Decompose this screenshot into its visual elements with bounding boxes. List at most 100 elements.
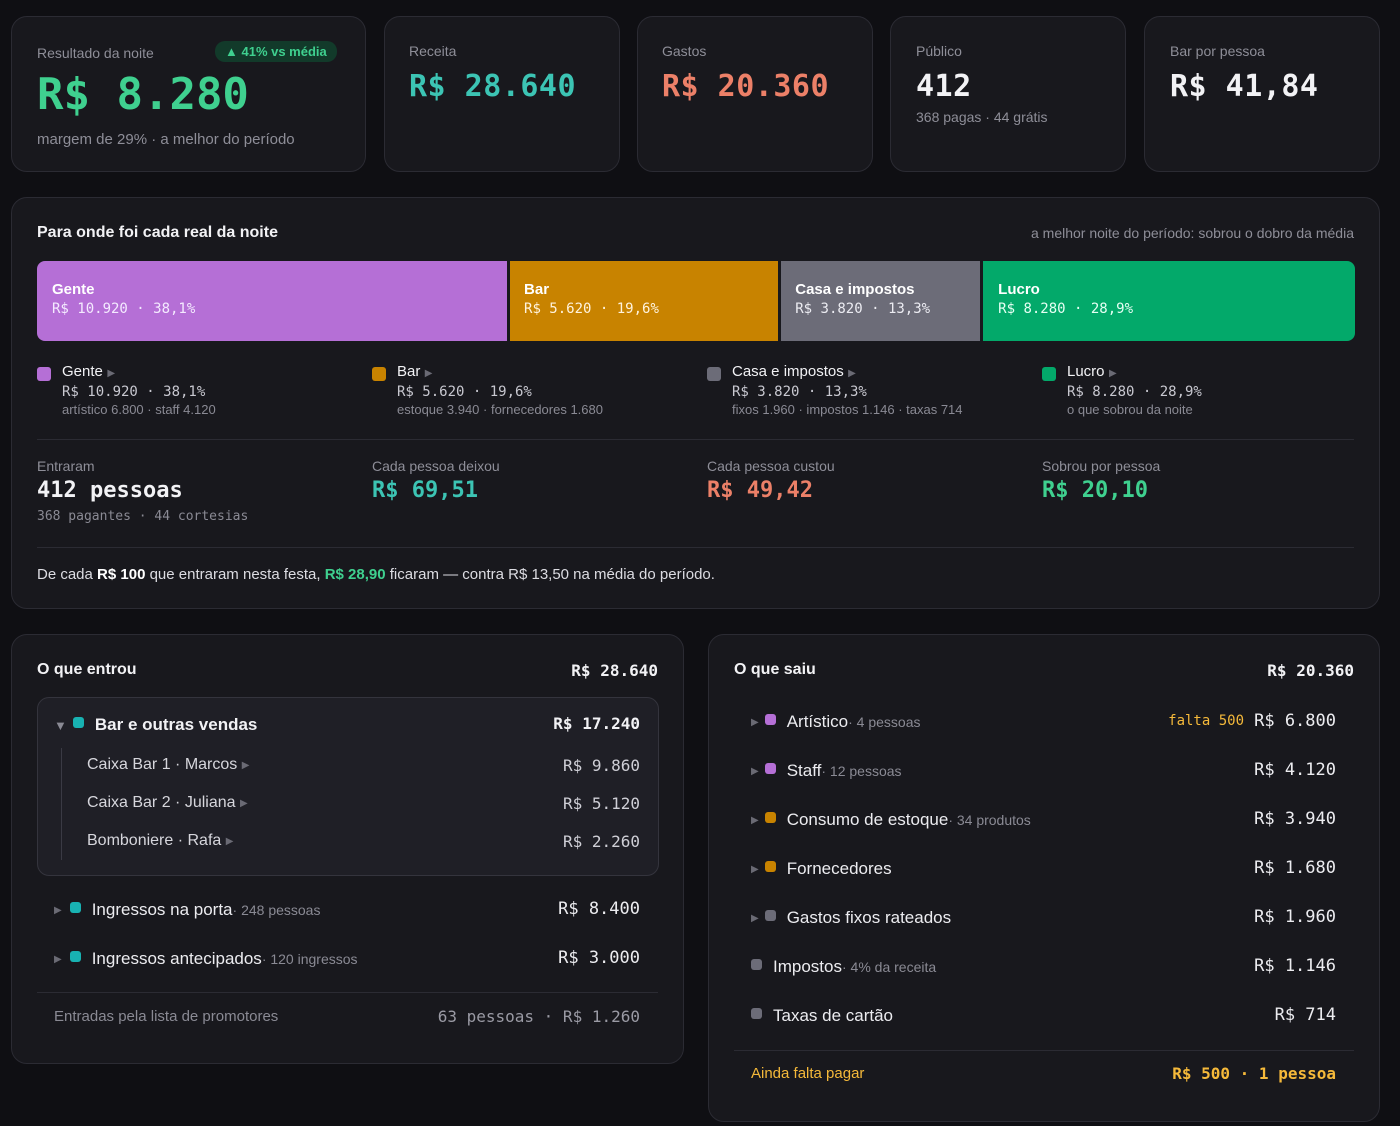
income-panel: O que entrou R$ 28.640 ▼ Bar e outras ve… (11, 634, 684, 1064)
expense-row[interactable]: ▶ Fornecedores (751, 859, 892, 879)
legend-value: R$ 5.620 · 19,6% (397, 384, 532, 400)
kpi-expenses-card: Gastos R$ 20.360 (637, 16, 873, 172)
bar-segment-casa[interactable]: Casa e impostos R$ 3.820 · 13,3% (781, 261, 981, 341)
divider (734, 1050, 1354, 1051)
subitem-value: R$ 2.260 (562, 832, 640, 851)
legend-item-gente[interactable]: Gente ▶ R$ 10.920 · 38,1% artístico 6.80… (37, 363, 357, 417)
play-arrow-icon: ▶ (241, 759, 250, 771)
kpi-bar-per-person-card: Bar por pessoa R$ 41,84 (1144, 16, 1380, 172)
expense-row: Impostos · 4% da receita (751, 957, 936, 977)
row-name: Staff (786, 761, 822, 780)
expense-row[interactable]: ▶ Artístico · 4 pessoas (751, 712, 920, 732)
legend-swatch (37, 367, 51, 381)
segment-name: Lucro (998, 281, 1040, 298)
row-value: R$ 3.000 (558, 948, 640, 968)
row-value: R$ 1.146 (1254, 956, 1336, 976)
expenses-panel: O que saiu R$ 20.360 ▶ Artístico · 4 pes… (708, 634, 1380, 1122)
row-name: Consumo de estoque (786, 810, 949, 829)
legend-item-lucro[interactable]: Lucro ▶ R$ 8.280 · 28,9% o que sobrou da… (1042, 363, 1362, 417)
row-value: R$ 6.800 (1254, 711, 1336, 731)
group-tree-line (61, 748, 62, 860)
row-swatch (751, 959, 762, 970)
breakdown-panel: Para onde foi cada real da noite a melho… (11, 197, 1380, 609)
chevron-right-icon: ▶ (751, 814, 759, 826)
legend-name: Casa e impostos (732, 363, 844, 380)
play-arrow-icon: ▶ (225, 835, 234, 847)
legend-swatch (372, 367, 386, 381)
expense-row[interactable]: ▶ Gastos fixos rateados (751, 908, 951, 928)
breakdown-title: Para onde foi cada real da noite (37, 224, 278, 241)
legend-item-casa[interactable]: Casa e impostos ▶ R$ 3.820 · 13,3% fixos… (707, 363, 1027, 417)
kpi-value: R$ 28.640 (409, 69, 577, 104)
row-meta: · 4% da receita (841, 959, 937, 975)
play-arrow-icon: ▶ (107, 368, 116, 379)
row-value: R$ 3.940 (1254, 809, 1336, 829)
kpi-badge: ▲ 41% vs média (215, 41, 337, 62)
stat-label: Entraram (37, 458, 95, 474)
promoter-list-label: Entradas pela lista de promotores (54, 1008, 279, 1025)
legend-item-bar[interactable]: Bar ▶ R$ 5.620 · 19,6% estoque 3.940 · f… (372, 363, 692, 417)
stat-value: R$ 20,10 (1042, 478, 1148, 503)
legend-detail: o que sobrou da noite (1067, 402, 1193, 417)
divider (37, 547, 1354, 548)
income-row[interactable]: ▶ Ingressos antecipados · 120 ingressos (54, 949, 358, 969)
stat-value: R$ 69,51 (372, 478, 478, 503)
stat-value: 412 pessoas (37, 478, 183, 503)
chevron-right-icon: ▶ (54, 904, 62, 916)
subitem-name: Caixa Bar 1 · Marcos (87, 756, 238, 773)
row-value: R$ 1.960 (1254, 907, 1336, 927)
row-value: R$ 8.400 (558, 899, 640, 919)
income-total: R$ 28.640 (571, 661, 658, 680)
kpi-label: Público (916, 43, 962, 59)
row-name: Impostos (773, 957, 842, 976)
segment-name: Bar (524, 281, 550, 298)
outstanding-label: Ainda falta pagar (751, 1065, 865, 1082)
segment-value: R$ 10.920 · 38,1% (52, 301, 196, 317)
legend-detail: artístico 6.800 · staff 4.120 (62, 402, 216, 417)
row-name: Artístico (786, 712, 849, 731)
bar-segment-lucro[interactable]: Lucro R$ 8.280 · 28,9% (983, 261, 1355, 341)
income-subitem[interactable]: Caixa Bar 1 · Marcos ▶ (87, 756, 249, 774)
expense-row[interactable]: ▶ Consumo de estoque · 34 produtos (751, 810, 1031, 830)
kpi-value: 412 (916, 69, 972, 104)
income-subitem[interactable]: Bomboniere · Rafa ▶ (87, 832, 233, 850)
stat-label: Cada pessoa custou (707, 458, 835, 474)
row-swatch (764, 861, 776, 872)
group-swatch (72, 716, 84, 728)
outstanding-value[interactable]: R$ 500 · 1 pessoa (1172, 1064, 1336, 1083)
pending-flag: falta 500 (1168, 713, 1244, 729)
row-swatch (764, 910, 776, 921)
divider (37, 439, 1354, 440)
expense-row[interactable]: ▶ Staff · 12 pessoas (751, 761, 902, 781)
group-header[interactable]: ▼ Bar e outras vendas (54, 715, 257, 735)
breakdown-note: a melhor noite do período: sobrou o dobr… (1031, 225, 1354, 241)
legend-name: Lucro (1067, 363, 1105, 380)
row-swatch (764, 812, 776, 823)
legend-name: Gente (62, 363, 103, 380)
row-name: Fornecedores (786, 859, 892, 878)
kpi-sub: margem de 29% · a melhor do período (37, 131, 295, 148)
play-arrow-icon: ▶ (424, 368, 433, 379)
row-value: R$ 1.680 (1254, 858, 1336, 878)
stat-sub: 368 pagantes · 44 cortesias (37, 509, 249, 524)
row-meta: · 4 pessoas (848, 714, 921, 730)
row-name: Taxas de cartão (773, 1006, 894, 1025)
kpi-value: R$ 20.360 (662, 69, 830, 104)
kpi-label: Gastos (662, 43, 707, 59)
stat-per-person-left: Cada pessoa deixou R$ 69,51 (372, 458, 500, 503)
income-subitem[interactable]: Caixa Bar 2 · Juliana ▶ (87, 794, 248, 812)
legend-name: Bar (397, 363, 421, 380)
income-group-bar: ▼ Bar e outras vendas R$ 17.240 Caixa Ba… (37, 697, 659, 876)
segment-name: Gente (52, 281, 95, 298)
row-swatch (764, 714, 776, 725)
chevron-right-icon: ▶ (751, 863, 759, 875)
row-meta: · 34 produtos (948, 812, 1031, 828)
subitem-value: R$ 5.120 (562, 794, 640, 813)
income-title: O que entrou (37, 661, 137, 678)
income-row[interactable]: ▶ Ingressos na porta · 248 pessoas (54, 900, 320, 920)
row-name: Gastos fixos rateados (786, 908, 952, 927)
kpi-result-card: Resultado da noite ▲ 41% vs média R$ 8.2… (11, 16, 366, 172)
chevron-right-icon: ▶ (751, 716, 759, 728)
bar-segment-gente[interactable]: Gente R$ 10.920 · 38,1% (37, 261, 508, 341)
bar-segment-bar[interactable]: Bar R$ 5.620 · 19,6% (510, 261, 779, 341)
